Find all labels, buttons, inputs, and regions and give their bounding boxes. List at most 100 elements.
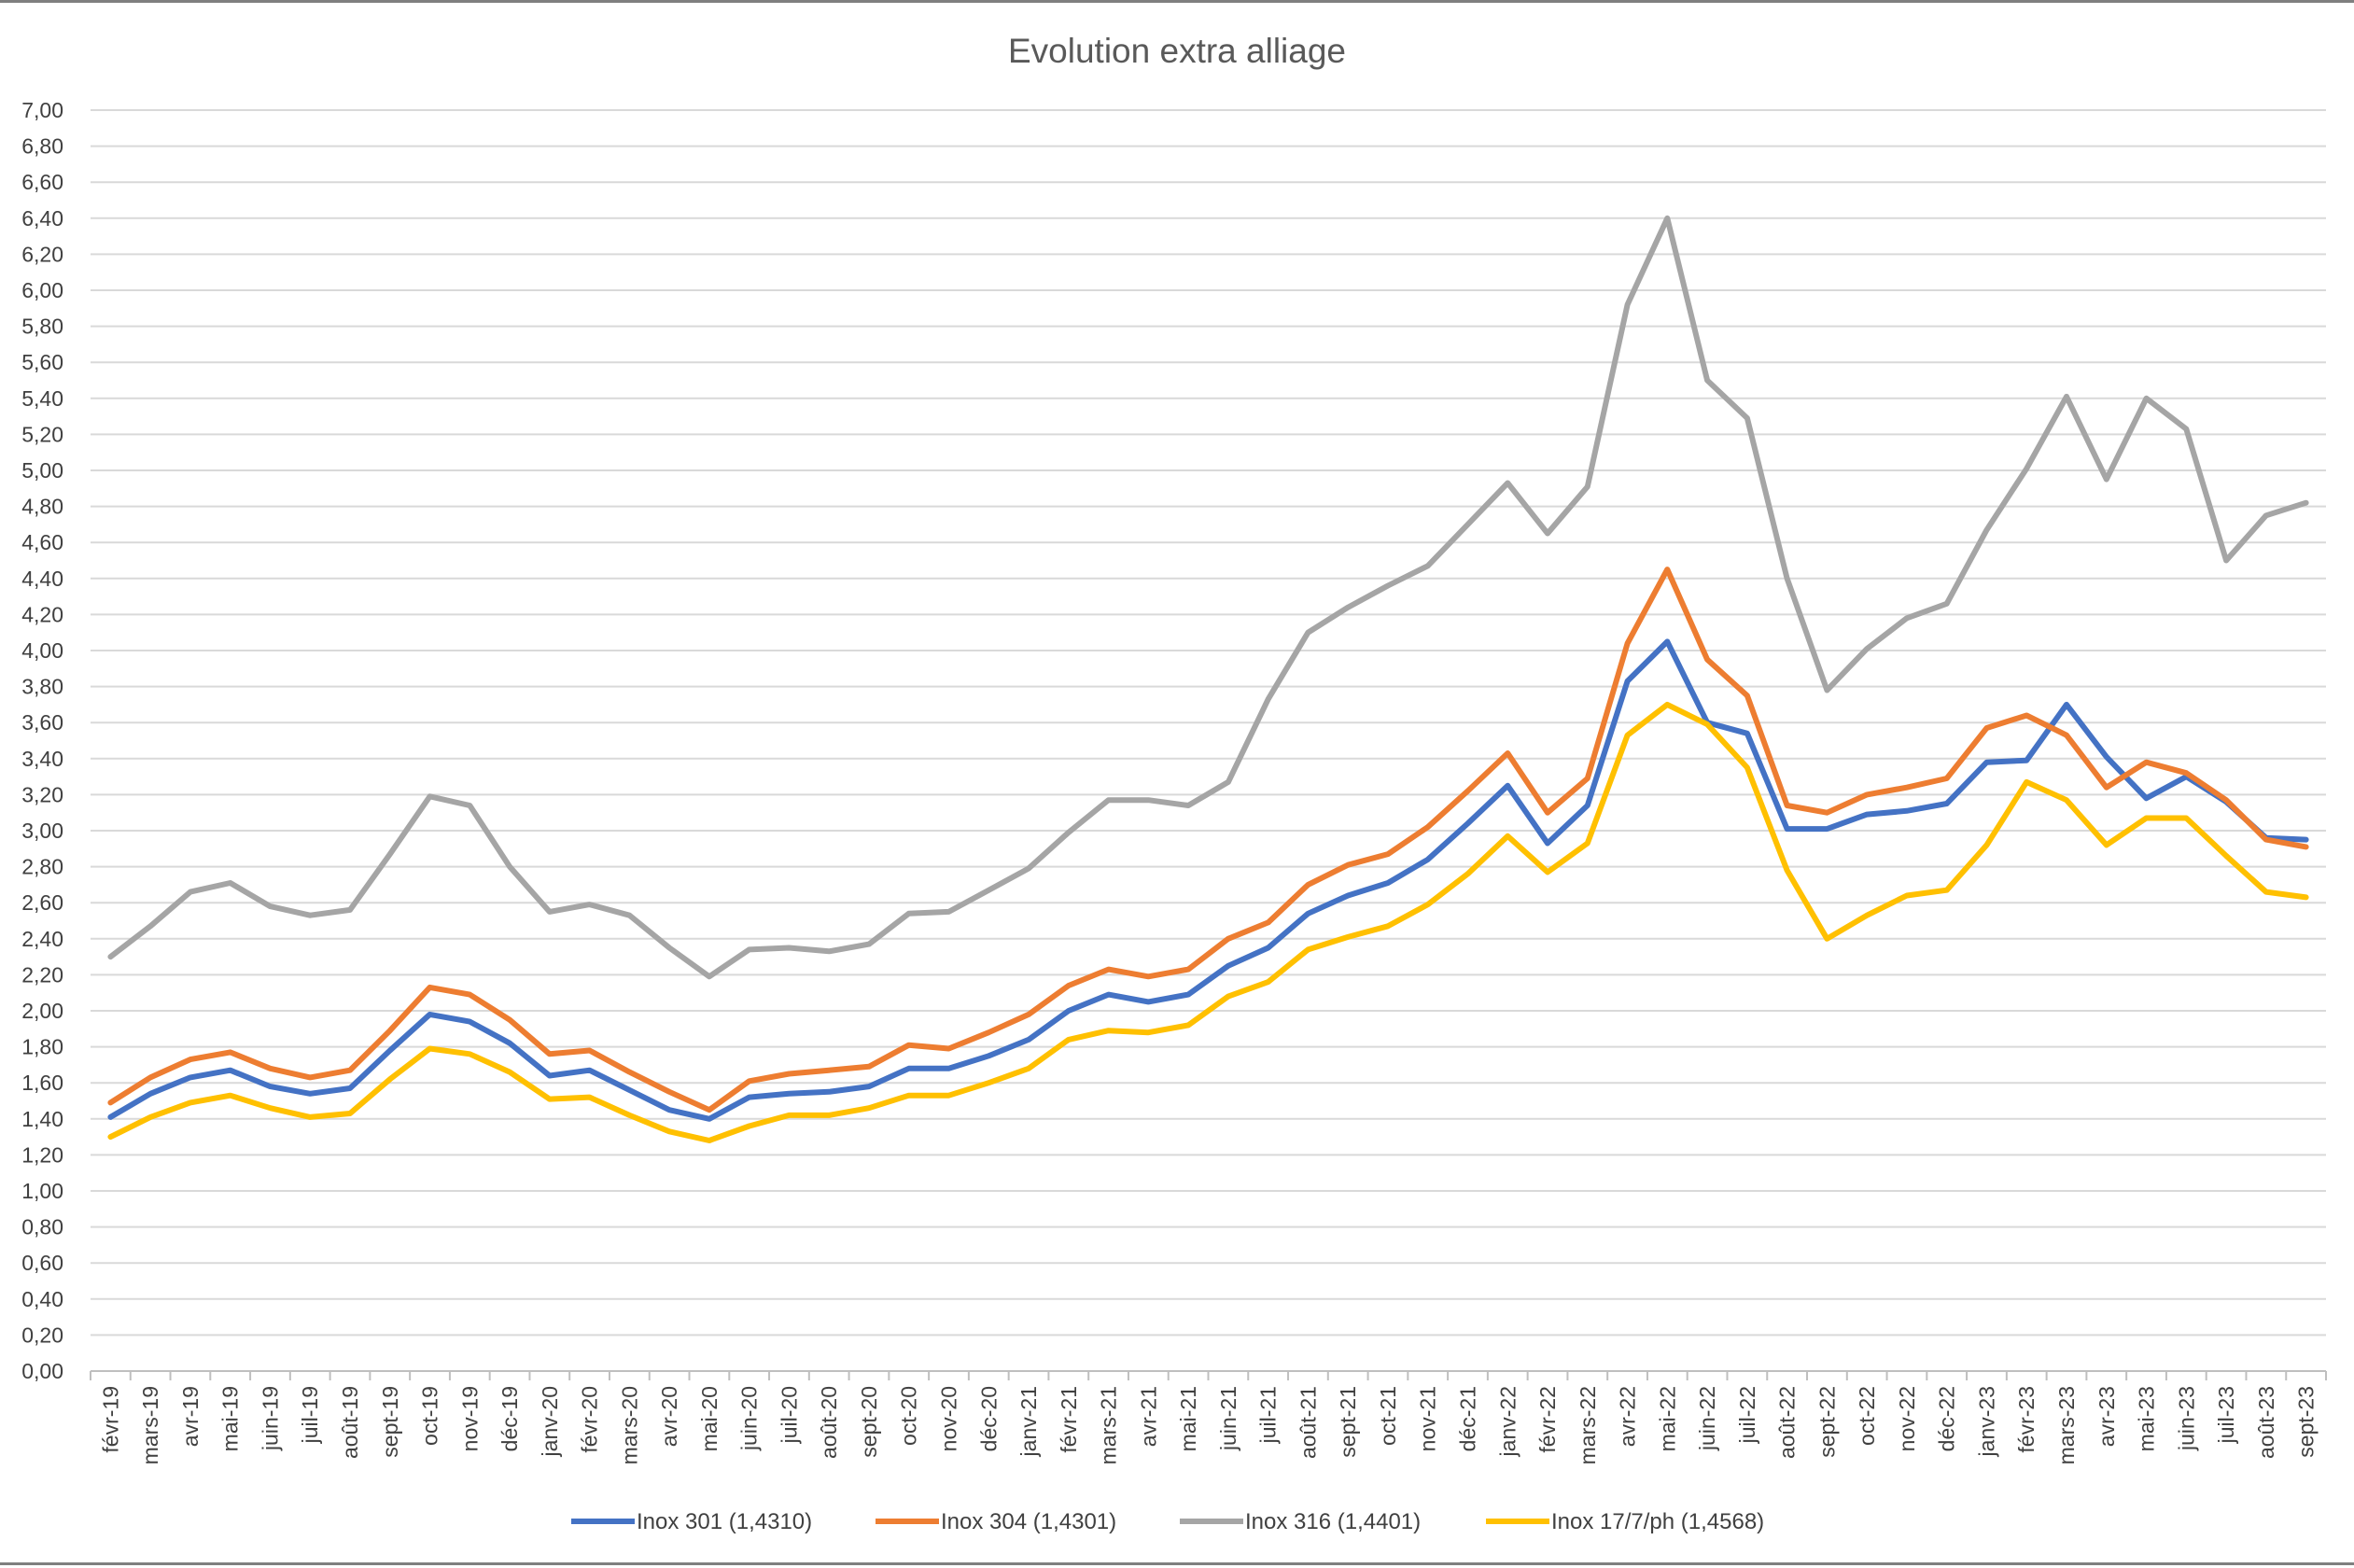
- legend-label: Inox 304 (1,4301): [941, 1509, 1116, 1534]
- y-tick-label: 0,20: [21, 1323, 63, 1347]
- x-tick-label: juil-20: [777, 1386, 801, 1444]
- x-tick-label: août-21: [1296, 1386, 1320, 1459]
- y-tick-label: 5,40: [21, 386, 63, 411]
- x-tick-label: juil-23: [2214, 1386, 2238, 1444]
- y-tick-label: 7,00: [21, 98, 63, 122]
- x-axis-tick-labels: févr-19 mars-19 avr-19 mai-19 juin-19 juil-19…: [98, 1386, 2318, 1464]
- y-tick-label: 1,80: [21, 1035, 63, 1059]
- x-tick-label: avr-19: [178, 1386, 203, 1447]
- y-tick-label: 3,60: [21, 710, 63, 735]
- x-tick-label: févr-19: [98, 1386, 122, 1453]
- x-tick-label: août-19: [338, 1386, 362, 1459]
- series-line-4: [107, 701, 2309, 1143]
- gridlines: [91, 109, 2326, 1337]
- y-tick-label: 2,00: [21, 999, 63, 1023]
- x-tick-label: janv-23: [1974, 1386, 1998, 1457]
- x-tick-label: juil-22: [1735, 1386, 1759, 1444]
- y-tick-label: 3,40: [21, 747, 63, 771]
- legend: Inox 301 (1,4310) Inox 304 (1,4301) Inox 3…: [571, 1509, 1764, 1534]
- y-tick-label: 4,80: [21, 495, 63, 519]
- x-tick-label: déc-21: [1455, 1386, 1479, 1451]
- x-tick-label: avr-20: [657, 1386, 681, 1447]
- x-tick-label: sept-19: [378, 1386, 402, 1458]
- series-line-3: [107, 215, 2309, 980]
- y-tick-label: 5,60: [21, 350, 63, 374]
- x-tick-label: oct-20: [897, 1386, 921, 1446]
- y-tick-label: 0,80: [21, 1215, 63, 1239]
- x-tick-label: juil-19: [298, 1386, 322, 1444]
- y-tick-label: 2,20: [21, 962, 63, 987]
- x-tick-label: juin-22: [1695, 1386, 1719, 1451]
- y-tick-label: 0,60: [21, 1251, 63, 1275]
- y-tick-label: 2,40: [21, 927, 63, 951]
- x-tick-label: mai-20: [697, 1386, 722, 1451]
- y-tick-label: 0,00: [21, 1359, 63, 1383]
- y-tick-label: 1,20: [21, 1142, 63, 1167]
- x-tick-label: mai-21: [1176, 1386, 1200, 1451]
- x-tick-label: févr-20: [578, 1386, 602, 1453]
- x-tick-label: sept-21: [1336, 1386, 1360, 1458]
- y-tick-label: 3,20: [21, 782, 63, 806]
- x-tick-label: nov-22: [1895, 1386, 1919, 1451]
- y-tick-label: 6,40: [21, 206, 63, 231]
- x-tick-label: avr-22: [1616, 1386, 1640, 1447]
- y-tick-label: 2,80: [21, 855, 63, 879]
- series-lines: [107, 215, 2309, 1143]
- y-tick-label: 4,20: [21, 602, 63, 626]
- y-tick-label: 6,20: [21, 242, 63, 266]
- x-tick-label: oct-22: [1855, 1386, 1879, 1446]
- x-tick-label: déc-19: [497, 1386, 522, 1451]
- x-tick-label: avr-23: [2095, 1386, 2119, 1447]
- legend-label: Inox 316 (1,4401): [1245, 1509, 1421, 1534]
- series-line-1: [107, 638, 2309, 1122]
- x-tick-label: sept-22: [1815, 1386, 1839, 1458]
- x-tick-label: nov-21: [1416, 1386, 1440, 1451]
- y-tick-label: 6,60: [21, 170, 63, 194]
- y-tick-label: 1,40: [21, 1107, 63, 1131]
- x-tick-label: juin-19: [258, 1386, 282, 1451]
- x-tick-label: sept-20: [857, 1386, 881, 1458]
- y-axis-tick-labels: 0,00 0,20 0,40 0,60 0,80 1,00 1,20 1,40 1,60 1,80…: [21, 98, 63, 1383]
- y-tick-label: 0,40: [21, 1287, 63, 1311]
- y-tick-label: 5,80: [21, 315, 63, 339]
- x-tick-label: févr-23: [2014, 1386, 2039, 1453]
- series-line-2: [107, 567, 2309, 1113]
- line-chart: Evolution extra alliage 0,00 0,20 0,40 0,60…: [21, 32, 2327, 1534]
- y-tick-label: 1,00: [21, 1179, 63, 1203]
- x-tick-label: juin-23: [2174, 1386, 2198, 1451]
- x-tick-label: nov-19: [457, 1386, 482, 1451]
- x-tick-label: janv-21: [1016, 1386, 1041, 1457]
- y-tick-label: 4,00: [21, 638, 63, 663]
- y-tick-label: 6,00: [21, 278, 63, 302]
- x-tick-label: mars-19: [138, 1386, 162, 1464]
- x-tick-label: avr-21: [1136, 1386, 1160, 1447]
- x-tick-label: août-20: [817, 1386, 841, 1459]
- x-tick-label: nov-20: [937, 1386, 961, 1451]
- x-tick-label: août-22: [1775, 1386, 1800, 1459]
- x-tick-label: sept-23: [2294, 1386, 2319, 1458]
- x-tick-label: déc-20: [976, 1386, 1001, 1451]
- legend-label: Inox 301 (1,4310): [637, 1509, 812, 1534]
- x-tick-label: déc-22: [1935, 1386, 1959, 1451]
- x-tick-label: juin-20: [737, 1386, 762, 1451]
- legend-label: Inox 17/7/ph (1,4568): [1551, 1509, 1764, 1534]
- x-tick-label: mars-21: [1097, 1386, 1121, 1464]
- x-tick-label: juin-21: [1216, 1386, 1240, 1451]
- x-tick-label: mai-23: [2135, 1386, 2159, 1451]
- y-tick-label: 4,40: [21, 567, 63, 591]
- chart-title: Evolution extra alliage: [1008, 32, 1346, 70]
- y-tick-label: 4,60: [21, 530, 63, 554]
- x-tick-label: mai-19: [218, 1386, 243, 1451]
- y-tick-label: 1,60: [21, 1071, 63, 1095]
- x-tick-label: mars-22: [1576, 1386, 1600, 1464]
- x-tick-label: févr-21: [1057, 1386, 1081, 1453]
- x-tick-label: oct-19: [418, 1386, 442, 1446]
- x-tick-label: août-23: [2254, 1386, 2278, 1459]
- axes: [90, 1370, 2327, 1380]
- x-tick-label: mars-23: [2054, 1386, 2079, 1464]
- x-tick-label: janv-22: [1495, 1386, 1520, 1457]
- y-tick-label: 5,20: [21, 422, 63, 446]
- x-tick-label: mai-22: [1655, 1386, 1679, 1451]
- x-tick-label: oct-21: [1376, 1386, 1400, 1446]
- y-tick-label: 3,00: [21, 819, 63, 843]
